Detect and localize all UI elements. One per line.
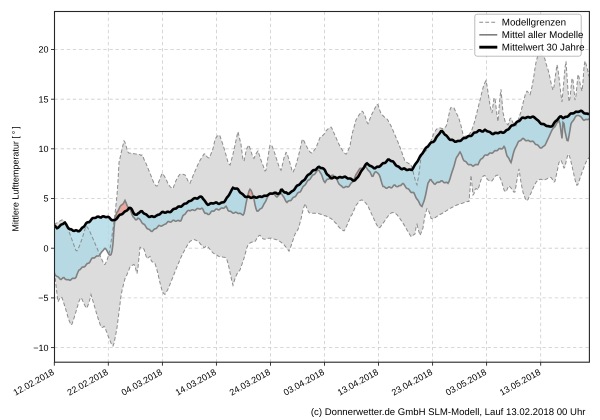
svg-text:20: 20 — [38, 45, 48, 55]
svg-text:Mittel aller Modelle: Mittel aller Modelle — [502, 30, 584, 41]
svg-text:5: 5 — [43, 194, 48, 204]
svg-text:(c) Donnerwetter.de GmbH SLM-M: (c) Donnerwetter.de GmbH SLM-Modell, Lau… — [311, 407, 586, 418]
svg-text:10: 10 — [38, 144, 48, 154]
svg-text:Mittlere Lufttemperatur [ ° ]: Mittlere Lufttemperatur [ ° ] — [11, 126, 21, 231]
svg-text:−5: −5 — [38, 293, 48, 303]
svg-text:Modellgrenzen: Modellgrenzen — [502, 18, 566, 29]
svg-text:−10: −10 — [33, 343, 48, 353]
svg-text:0: 0 — [43, 243, 48, 253]
svg-text:15: 15 — [38, 94, 48, 104]
svg-text:Mittelwert 30 Jahre: Mittelwert 30 Jahre — [502, 43, 585, 54]
